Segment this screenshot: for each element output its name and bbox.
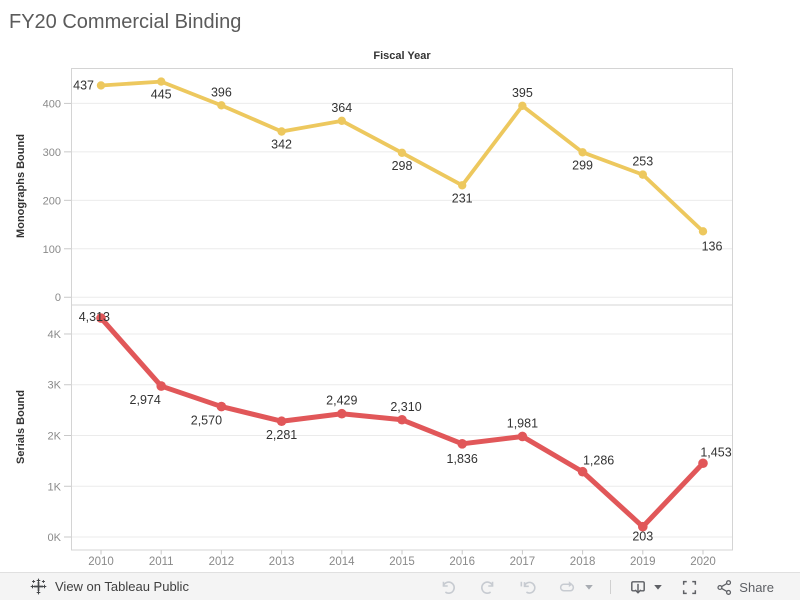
data-point[interactable] [577,466,588,477]
undo-icon [442,580,456,594]
x-tick-label: 2017 [510,556,536,568]
y-tick-label: 200 [43,195,61,207]
data-label: 4,313 [79,310,110,324]
data-label: 437 [73,78,94,92]
undo-button[interactable] [439,579,456,596]
data-point[interactable] [698,227,708,236]
y-tick-label: 1K [48,481,62,493]
data-label: 1,453 [700,445,731,459]
refresh-icon [560,580,575,592]
x-axis-title: Fiscal Year [373,50,431,62]
x-tick-label: 2018 [570,556,596,568]
y-tick-label: 4K [48,329,62,341]
fullscreen-button[interactable] [681,579,698,596]
data-point[interactable] [96,81,106,90]
data-label: 342 [271,138,292,152]
tableau-logo-icon [30,578,47,595]
data-point[interactable] [96,313,106,323]
x-tick-label: 2015 [389,556,415,568]
data-point[interactable] [397,414,407,425]
y-tick-label: 0 [55,292,61,304]
data-point[interactable] [276,416,287,427]
data-label: 203 [632,530,653,544]
reset-button[interactable] [519,579,536,596]
x-tick-label: 2013 [269,556,295,568]
data-label: 136 [702,239,723,253]
data-label: 231 [452,191,473,205]
data-point[interactable] [217,101,226,110]
data-point[interactable] [156,381,166,391]
data-point[interactable] [457,439,468,449]
x-tick-label: 2014 [329,556,355,568]
data-point[interactable] [277,127,286,136]
panel-border [71,304,733,551]
y-tick-label: 400 [43,98,61,110]
panel-border [71,68,733,306]
data-label: 299 [572,158,593,172]
fullscreen-icon [683,580,697,594]
data-label: 1,836 [447,452,478,466]
data-label: 2,570 [191,414,222,428]
view-on-tableau-public-label: View on Tableau Public [55,579,189,594]
caret-down-icon [654,585,663,590]
data-label: 2,281 [266,428,297,442]
data-point[interactable] [698,458,708,469]
view-on-tableau-public-link[interactable]: View on Tableau Public [30,578,189,595]
data-label: 1,981 [507,416,538,430]
viz-title: FY20 Commercial Binding [9,11,242,33]
data-point[interactable] [337,408,347,419]
y-tick-label: 100 [43,244,61,256]
data-label: 364 [331,101,352,115]
data-label: 396 [211,85,232,99]
x-tick-label: 2011 [149,556,174,568]
download-icon [631,581,646,594]
data-point[interactable] [638,170,647,179]
data-point[interactable] [216,401,227,412]
y-tick-label: 2K [48,430,62,442]
refresh-button[interactable] [558,579,576,596]
share-icon [717,579,732,595]
data-point[interactable] [397,148,407,158]
x-tick-label: 2019 [630,556,656,568]
data-point[interactable] [157,77,166,86]
data-point[interactable] [518,101,527,111]
caret-down-icon [585,585,594,590]
y-tick-label: 3K [48,380,62,392]
data-point[interactable] [638,521,648,532]
data-label: 1,286 [583,454,614,468]
data-label: 2,429 [326,394,357,408]
redo-icon [481,580,494,594]
x-tick-label: 2016 [449,556,475,568]
data-point[interactable] [337,116,346,126]
share-button-label: Share [739,579,774,595]
data-label: 2,974 [130,393,161,407]
toolbar-buttons: Share [439,574,774,600]
data-label: 445 [151,88,172,102]
x-tick-label: 2012 [209,556,235,568]
data-label: 2,310 [390,400,421,414]
data-label: 253 [632,155,653,169]
data-label: 298 [392,159,413,173]
data-point[interactable] [578,148,587,157]
y-tick-label: 300 [43,147,61,159]
tableau-toolbar: View on Tableau Public [0,572,800,600]
y-tick-label: 0K [48,532,62,544]
reset-icon [520,581,536,594]
data-label: 395 [512,86,533,100]
data-point[interactable] [517,431,528,442]
refresh-dropdown-caret[interactable] [584,582,594,592]
download-dropdown-caret[interactable] [653,582,663,592]
data-point[interactable] [458,181,467,190]
share-button[interactable]: Share [716,579,774,596]
toolbar-separator [610,580,612,594]
x-tick-label: 2020 [690,556,716,568]
redo-button[interactable] [480,579,497,596]
download-button[interactable] [629,578,647,596]
x-tick-label: 2010 [88,556,114,568]
